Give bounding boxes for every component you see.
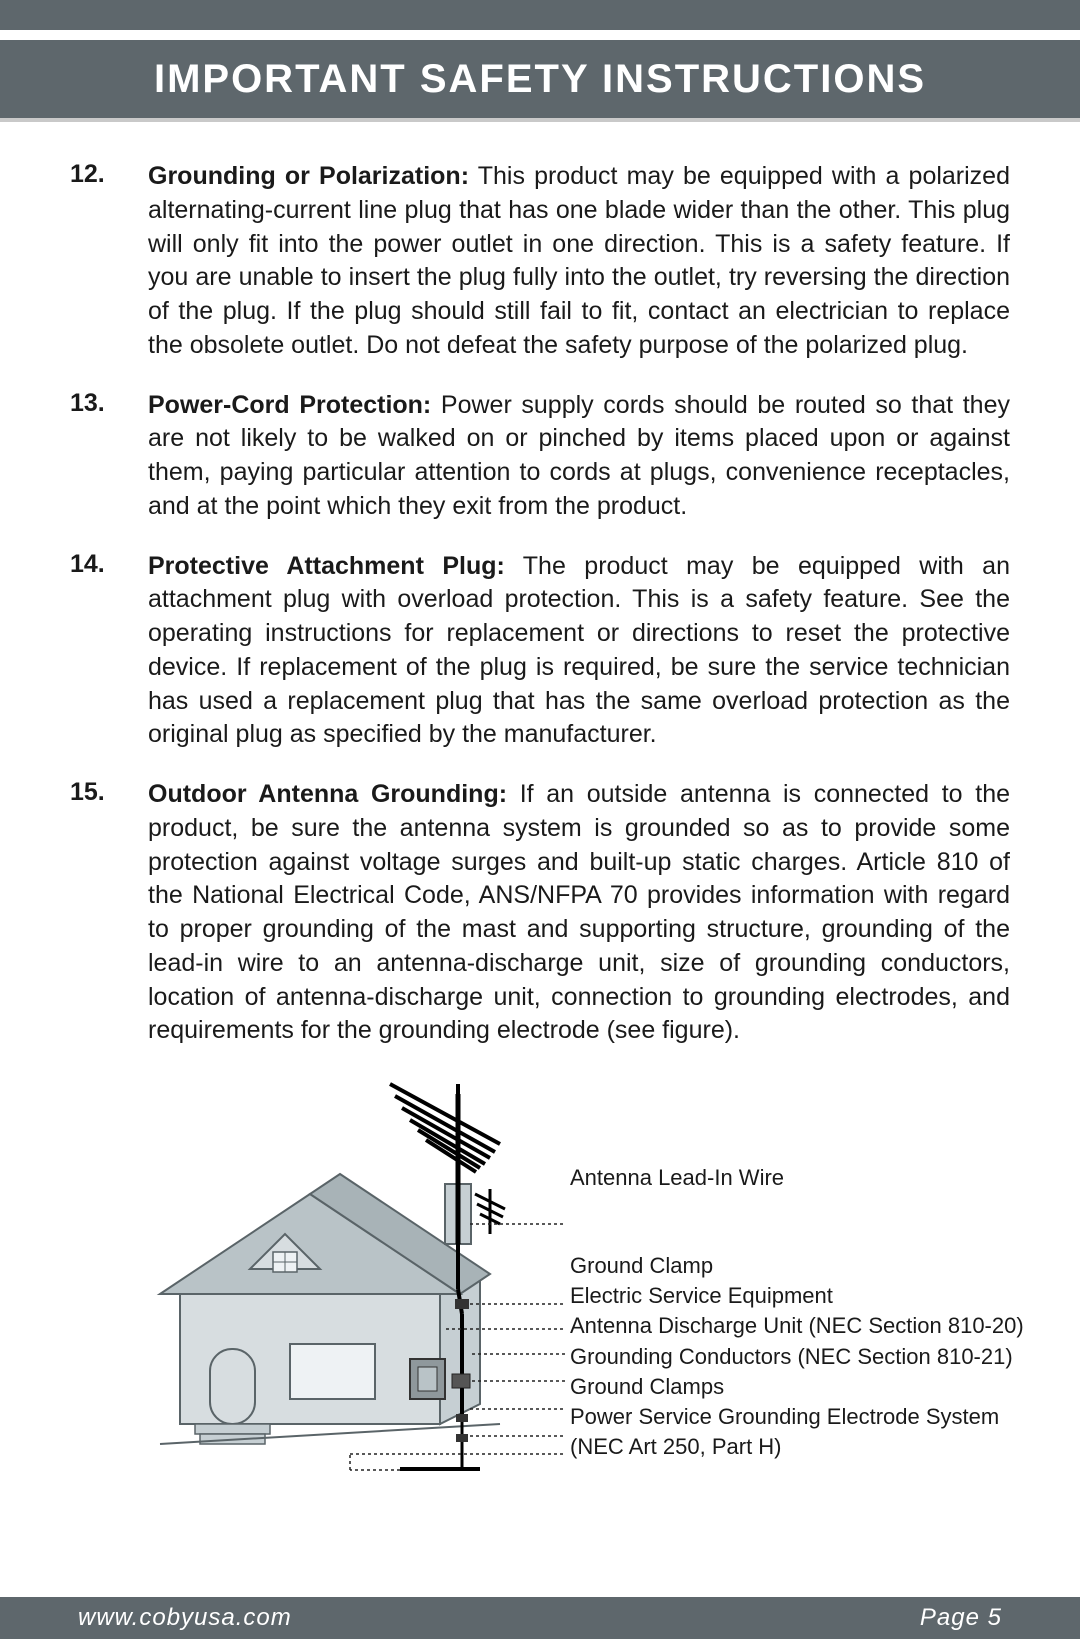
item-title: Grounding or Polarization: [148,162,469,190]
instruction-item: 12. Grounding or Polarization: This prod… [70,160,1010,363]
item-body: Grounding or Polarization: This product … [148,160,1010,363]
figure-label: Antenna Lead-In Wire [570,1164,1024,1192]
item-body: Power-Cord Protection: Power supply cord… [148,389,1010,524]
figure-labels: Antenna Lead-In Wire Ground Clamp Electr… [570,1074,1024,1494]
grounding-figure: Antenna Lead-In Wire Ground Clamp Electr… [70,1074,1010,1494]
item-number: 12. [70,160,148,363]
footer-url: www.cobyusa.com [78,1604,292,1632]
figure-label: Electric Service Equipment [570,1282,1024,1310]
figure-label: Grounding Conductors (NEC Section 810-21… [570,1343,1024,1371]
figure-label: Ground Clamp [570,1252,1024,1280]
item-body: Outdoor Antenna Grounding: If an outside… [148,778,1010,1048]
figure-label: Antenna Discharge Unit (NEC Section 810-… [570,1312,1024,1340]
item-text: If an outside antenna is connected to th… [148,780,1010,1044]
item-number: 15. [70,778,148,1048]
header-band: IMPORTANT SAFETY INSTRUCTIONS [0,40,1080,118]
item-text: This product may be equipped with a pola… [148,162,1010,359]
item-title: Protective Attachment Plug: [148,552,505,580]
instruction-item: 15. Outdoor Antenna Grounding: If an out… [70,778,1010,1048]
instruction-item: 14. Protective Attachment Plug: The prod… [70,550,1010,753]
item-number: 14. [70,550,148,753]
content-area: 12. Grounding or Polarization: This prod… [0,122,1080,1494]
footer-bar: www.cobyusa.com Page 5 [0,1597,1080,1639]
figure-label: (NEC Art 250, Part H) [570,1433,1024,1461]
item-title: Outdoor Antenna Grounding: [148,780,507,808]
footer-page: Page 5 [920,1604,1002,1632]
item-title: Power-Cord Protection: [148,391,431,419]
top-gray-bar [0,0,1080,30]
instruction-item: 13. Power-Cord Protection: Power supply … [70,389,1010,524]
page-title: IMPORTANT SAFETY INSTRUCTIONS [154,57,926,102]
item-body: Protective Attachment Plug: The product … [148,550,1010,753]
item-text: The product may be equipped with an atta… [148,552,1010,749]
figure-label: Power Service Grounding Electrode System [570,1403,1024,1431]
house-antenna-diagram [140,1074,570,1494]
item-number: 13. [70,389,148,524]
figure-label: Ground Clamps [570,1373,1024,1401]
